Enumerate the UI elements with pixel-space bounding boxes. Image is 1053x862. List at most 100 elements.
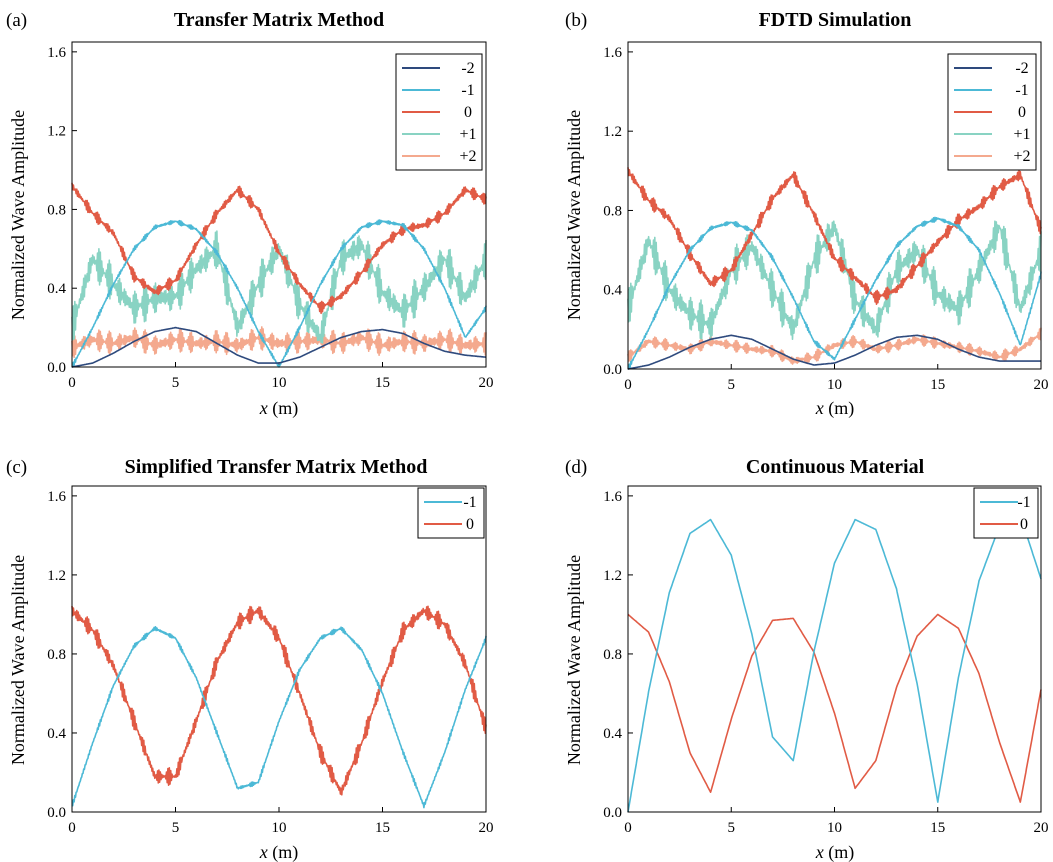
series-line-c-n0 [71, 605, 487, 796]
plot-frame-a [71, 41, 487, 368]
x-tick-label: 20 [479, 820, 494, 836]
y-tick-label: 1.2 [603, 568, 622, 584]
series-line-b-n+2 [627, 327, 1042, 365]
legend-label: +2 [1013, 148, 1030, 165]
x-tick-label: 15 [930, 820, 945, 836]
y-tick-label: 0.4 [603, 726, 622, 742]
x-axis-label-d: x (m) [815, 842, 855, 862]
x-tick-label: 0 [68, 820, 76, 836]
x-axis-label-b: x (m) [815, 398, 855, 419]
y-tick-labels-b: 0.0 0.4 0.8 1.2 1.6 [603, 45, 633, 378]
x-tick-labels-a: 0 5 10 15 20 [68, 362, 494, 391]
chart-title-d: Continuous Material [746, 456, 925, 478]
y-tick-label: 0.4 [603, 283, 622, 299]
y-tick-label: 1.6 [47, 45, 66, 61]
y-tick-label: 1.2 [603, 124, 622, 140]
legend-b: -2 -1 0 +1 +2 [947, 53, 1037, 171]
x-axis-label-a: x (m) [259, 398, 299, 419]
x-tick-label: 10 [272, 375, 287, 391]
series-line-c-n-1 [71, 625, 487, 809]
y-tick-label: 0.4 [47, 726, 66, 742]
x-tick-label: 15 [930, 377, 945, 393]
panel-label-b: (b) [565, 10, 587, 31]
legend-box [417, 487, 485, 539]
x-tick-label: 10 [827, 820, 842, 836]
series-line-d-n-1 [627, 514, 1042, 813]
chart-title-c: Simplified Transfer Matrix Method [125, 456, 428, 478]
legend-a: -2 -1 0 +1 +2 [395, 53, 483, 171]
chart-title-a: Transfer Matrix Method [174, 9, 384, 31]
x-tick-label: 20 [1034, 377, 1049, 393]
series-layer-c [71, 605, 487, 809]
x-tick-label: 10 [827, 377, 842, 393]
x-tick-label: 15 [375, 375, 390, 391]
x-tick-label: 20 [479, 375, 494, 391]
y-tick-label: 1.2 [47, 568, 66, 584]
y-tick-label: 0.4 [47, 281, 66, 297]
series-line-a-n-2 [71, 326, 487, 368]
y-tick-labels-c: 0.0 0.4 0.8 1.2 1.6 [47, 489, 77, 821]
legend-label: 0 [466, 516, 474, 533]
legend-label: +1 [459, 126, 476, 143]
legend-label: +2 [459, 148, 476, 165]
panel-label-c: (c) [6, 457, 27, 478]
x-tick-label: 0 [624, 820, 632, 836]
y-axis-label-a: Normalized Wave Amplitude [8, 110, 28, 320]
x-tick-labels-b: 0 5 10 15 20 [624, 364, 1049, 393]
panel-c: (c) Simplified Transfer Matrix Method No… [6, 456, 494, 862]
legend-d: -10 [973, 487, 1039, 539]
legend-label: -2 [1015, 60, 1028, 77]
legend-label: 0 [464, 104, 472, 121]
x-tick-label: 5 [728, 377, 736, 393]
series-layer-a [71, 182, 487, 368]
series-layer-b [627, 167, 1042, 370]
legend-box [973, 487, 1039, 539]
y-tick-label: 1.6 [603, 45, 622, 61]
series-line-a-n0 [71, 182, 487, 315]
x-tick-label: 5 [172, 375, 180, 391]
x-tick-label: 20 [1034, 820, 1049, 836]
series-line-b-n+1 [627, 220, 1042, 341]
plot-frame-c [71, 485, 487, 813]
y-tick-label: 1.6 [47, 489, 66, 505]
chart-title-b: FDTD Simulation [759, 9, 912, 31]
y-tick-label: 0.8 [603, 203, 622, 219]
plot-frame-d [627, 485, 1042, 813]
y-tick-label: 0.8 [603, 647, 622, 663]
x-tick-label: 15 [375, 820, 390, 836]
x-tick-labels-d: 0 5 10 15 20 [624, 807, 1049, 836]
x-tick-label: 10 [272, 820, 287, 836]
panel-a: (a) Transfer Matrix Method Normalized Wa… [6, 9, 494, 419]
legend-label: 0 [1020, 516, 1028, 533]
series-layer-d [627, 514, 1042, 813]
series-line-b-n0 [627, 167, 1042, 306]
series-line-b-n-1 [627, 216, 1042, 370]
legend-label: +1 [1013, 126, 1030, 143]
panel-label-d: (d) [565, 457, 587, 478]
x-tick-label: 0 [624, 377, 632, 393]
panel-label-a: (a) [6, 10, 27, 31]
y-axis-label-b: Normalized Wave Amplitude [564, 110, 584, 320]
legend-label: 0 [1018, 104, 1026, 121]
y-tick-label: 0.0 [603, 362, 622, 378]
y-tick-label: 1.6 [603, 489, 622, 505]
y-tick-label: 0.0 [603, 805, 622, 821]
series-line-b-n-2 [627, 334, 1042, 370]
y-tick-label: 0.8 [47, 647, 66, 663]
x-tick-label: 5 [728, 820, 736, 836]
y-tick-labels-a: 0.0 0.4 0.8 1.2 1.6 [47, 45, 77, 376]
y-tick-label: 0.0 [47, 805, 66, 821]
y-axis-label-d: Normalized Wave Amplitude [564, 555, 584, 765]
panel-d: (d) Continuous Material Normalized Wave … [564, 456, 1049, 862]
legend-label: -2 [461, 60, 474, 77]
legend-label: -1 [461, 82, 474, 99]
y-tick-labels-d: 0.0 0.4 0.8 1.2 1.6 [603, 489, 633, 821]
x-tick-label: 5 [172, 820, 180, 836]
panel-b: (b) FDTD Simulation Normalized Wave Ampl… [564, 9, 1049, 419]
y-tick-label: 0.0 [47, 360, 66, 376]
x-tick-label: 0 [68, 375, 76, 391]
legend-label: -1 [1015, 82, 1028, 99]
y-tick-label: 0.8 [47, 202, 66, 218]
x-tick-labels-c: 0 5 10 15 20 [68, 807, 494, 836]
